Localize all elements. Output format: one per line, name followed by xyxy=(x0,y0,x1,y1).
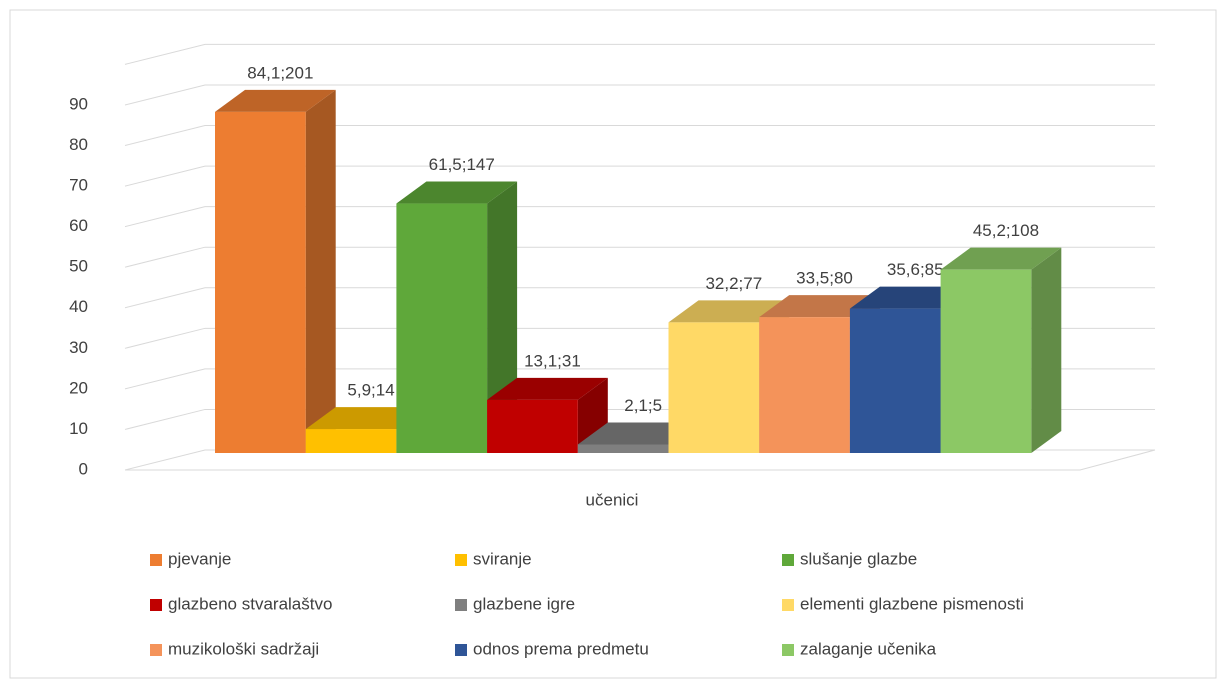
bar-top xyxy=(849,286,971,309)
legend-label: sviranje xyxy=(473,549,532,568)
bar-top xyxy=(487,377,608,400)
grid-line xyxy=(124,206,1155,228)
bar xyxy=(668,322,760,453)
legend-swatch xyxy=(782,644,794,656)
data-label: 35,6;85 xyxy=(887,260,944,279)
bar-side xyxy=(1031,247,1062,453)
data-label: 5,9;14 xyxy=(347,381,394,400)
y-tick-label: 80 xyxy=(69,135,88,154)
y-tick-label: 60 xyxy=(69,216,88,235)
bar-top xyxy=(577,422,699,445)
bar xyxy=(849,308,941,453)
legend-swatch xyxy=(782,554,794,566)
bar xyxy=(305,429,397,453)
grid-line xyxy=(124,287,1155,309)
legend-swatch xyxy=(455,554,467,566)
legend-label: glazbene igre xyxy=(473,594,575,613)
floor xyxy=(125,449,1156,471)
bar xyxy=(940,269,1032,453)
bar xyxy=(759,317,850,453)
legend-label: zalaganje učenika xyxy=(800,639,937,658)
bar xyxy=(487,399,578,453)
legend-label: odnos prema predmetu xyxy=(473,639,649,658)
data-label: 33,5;80 xyxy=(796,269,853,288)
data-label: 45,2;108 xyxy=(973,221,1039,240)
grid-line xyxy=(124,246,1155,268)
y-tick-label: 40 xyxy=(69,297,88,316)
legend-swatch xyxy=(455,644,467,656)
bar-side xyxy=(305,89,336,453)
data-label: 13,1;31 xyxy=(524,351,581,370)
y-tick-label: 10 xyxy=(69,419,88,438)
bar-top xyxy=(215,89,336,112)
y-tick-label: 50 xyxy=(69,257,88,276)
bar-top xyxy=(940,247,1062,270)
legend-swatch xyxy=(782,599,794,611)
wall-top xyxy=(124,43,1155,65)
legend-label: slušanje glazbe xyxy=(800,549,917,568)
grid-line xyxy=(124,165,1155,187)
legend-swatch xyxy=(150,644,162,656)
bar xyxy=(215,111,306,453)
bar-top xyxy=(668,300,790,323)
y-tick-label: 30 xyxy=(69,338,88,357)
legend-swatch xyxy=(150,554,162,566)
legend-label: pjevanje xyxy=(168,549,231,568)
y-tick-label: 70 xyxy=(69,176,88,195)
legend-label: glazbeno stvaralaštvo xyxy=(168,594,332,613)
bar xyxy=(577,444,669,453)
grid-line xyxy=(124,125,1155,147)
y-tick-label: 20 xyxy=(69,378,88,397)
data-label: 84,1;201 xyxy=(247,63,313,82)
legend-label: muzikološki sadržaji xyxy=(168,639,319,658)
y-tick-label: 0 xyxy=(79,459,88,478)
legend-label: elementi glazbene pismenosti xyxy=(800,594,1024,613)
bar-top xyxy=(759,295,880,318)
grid-line xyxy=(124,84,1155,106)
data-label: 2,1;5 xyxy=(624,396,662,415)
x-tick-label: učenici xyxy=(586,490,639,509)
y-tick-label: 90 xyxy=(69,94,88,113)
bar xyxy=(396,203,488,453)
bar-top xyxy=(305,407,427,430)
legend-swatch xyxy=(150,599,162,611)
bar-top xyxy=(396,181,518,204)
legend-swatch xyxy=(455,599,467,611)
data-label: 32,2;77 xyxy=(705,274,762,293)
data-label: 61,5;147 xyxy=(429,155,495,174)
